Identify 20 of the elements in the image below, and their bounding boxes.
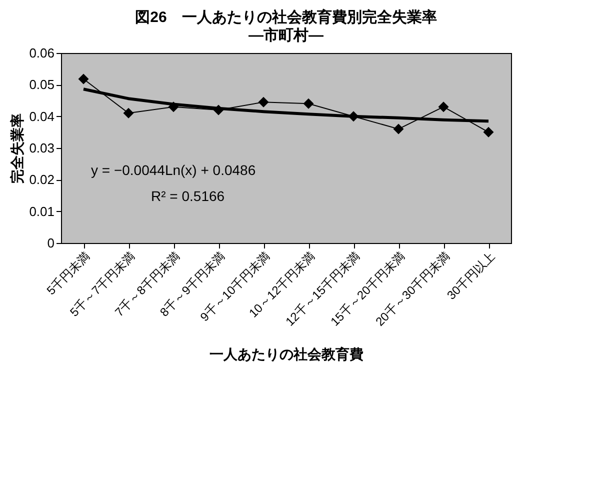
point [123, 108, 134, 118]
annotation: R² = 0.5166 [151, 188, 225, 204]
y-tick-label: 0.03 [29, 140, 54, 156]
y-tick-label: 0.01 [29, 204, 54, 219]
point [78, 74, 89, 84]
y-tick-label: 0.04 [29, 108, 54, 124]
point [438, 102, 449, 112]
y-axis-title: 完全失業率 [9, 114, 26, 184]
chart-title: 図26 一人あたりの社会教育費別完全失業率 [135, 8, 437, 26]
chart-subtitle: ―市町村― [248, 26, 324, 44]
y-tick-label: 0.02 [29, 172, 54, 188]
point [303, 98, 314, 109]
y-tick-label: 0 [47, 236, 54, 250]
point [393, 124, 404, 134]
point [483, 126, 494, 138]
y-tick-label: 0.05 [29, 77, 54, 92]
point [258, 96, 269, 108]
y-tick-label: 0.06 [29, 46, 54, 60]
x-axis-title: 一人あたりの社会教育費 [210, 346, 364, 362]
annotation: y = −0.0044Ln(x) + 0.0486 [91, 162, 256, 178]
